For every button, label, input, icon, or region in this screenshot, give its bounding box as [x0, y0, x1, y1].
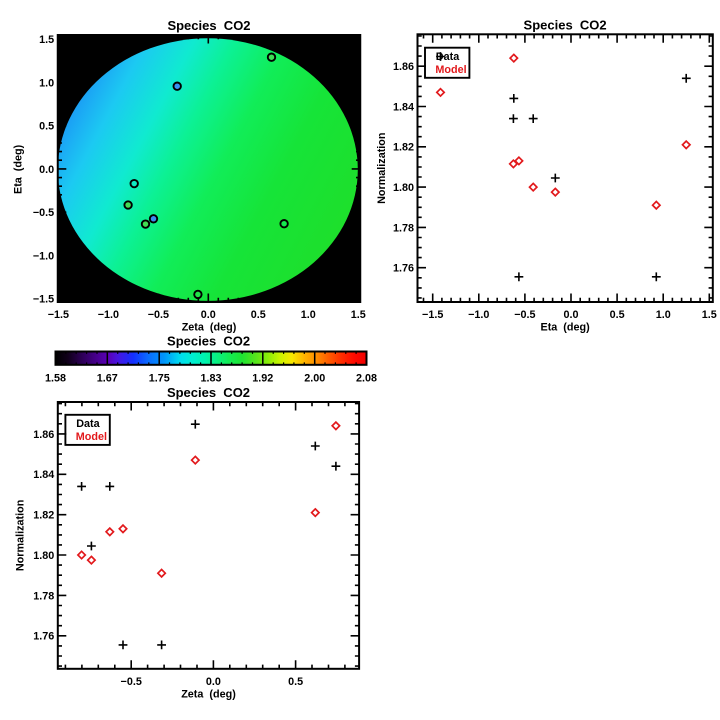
- svg-text:Normalization: Normalization: [15, 500, 27, 571]
- svg-text:0.5: 0.5: [610, 309, 625, 321]
- svg-text:0.0: 0.0: [206, 676, 221, 688]
- svg-text:1.0: 1.0: [301, 309, 316, 321]
- svg-text:0.5: 0.5: [39, 121, 54, 133]
- svg-text:Eta (deg): Eta (deg): [12, 144, 24, 194]
- svg-text:−0.5: −0.5: [514, 309, 535, 321]
- svg-text:1.82: 1.82: [33, 510, 54, 522]
- svg-text:1.83: 1.83: [200, 372, 221, 384]
- svg-text:−1.0: −1.0: [468, 309, 489, 321]
- svg-text:0.5: 0.5: [251, 309, 266, 321]
- svg-text:1.80: 1.80: [33, 550, 54, 562]
- svg-text:2.00: 2.00: [304, 372, 325, 384]
- svg-text:1.80: 1.80: [393, 182, 414, 194]
- svg-text:Species CO2: Species CO2: [167, 18, 250, 33]
- svg-text:1.76: 1.76: [33, 631, 54, 643]
- svg-text:1.0: 1.0: [39, 77, 54, 89]
- svg-text:Species CO2: Species CO2: [167, 333, 250, 348]
- svg-text:−1.0: −1.0: [98, 309, 119, 321]
- svg-text:1.78: 1.78: [33, 590, 54, 602]
- svg-text:2.08: 2.08: [356, 372, 377, 384]
- svg-text:Data: Data: [436, 51, 460, 63]
- svg-text:Species CO2: Species CO2: [524, 18, 607, 33]
- svg-text:−1.5: −1.5: [422, 309, 443, 321]
- svg-text:−0.5: −0.5: [148, 309, 169, 321]
- svg-text:Zeta (deg): Zeta (deg): [181, 688, 236, 700]
- svg-text:Data: Data: [76, 418, 100, 430]
- svg-text:0.0: 0.0: [563, 309, 578, 321]
- svg-text:0.0: 0.0: [201, 309, 216, 321]
- svg-text:1.75: 1.75: [149, 372, 170, 384]
- svg-text:1.82: 1.82: [393, 142, 414, 154]
- svg-text:1.58: 1.58: [45, 372, 66, 384]
- svg-text:−0.5: −0.5: [121, 676, 142, 688]
- svg-text:1.67: 1.67: [97, 372, 118, 384]
- svg-text:Model: Model: [76, 431, 107, 443]
- svg-text:1.86: 1.86: [33, 429, 54, 441]
- svg-text:1.76: 1.76: [393, 263, 414, 275]
- svg-text:1.5: 1.5: [702, 309, 717, 321]
- svg-text:1.92: 1.92: [252, 372, 273, 384]
- svg-text:0.5: 0.5: [288, 676, 303, 688]
- svg-text:Zeta (deg): Zeta (deg): [182, 322, 237, 334]
- svg-text:1.78: 1.78: [393, 222, 414, 234]
- svg-text:−0.5: −0.5: [33, 207, 54, 219]
- svg-text:1.84: 1.84: [33, 469, 54, 481]
- svg-text:−1.0: −1.0: [33, 250, 54, 262]
- svg-text:−1.5: −1.5: [33, 294, 54, 306]
- svg-text:1.86: 1.86: [393, 61, 414, 73]
- svg-text:1.84: 1.84: [393, 101, 414, 113]
- svg-text:Normalization: Normalization: [376, 133, 388, 204]
- svg-text:1.0: 1.0: [656, 309, 671, 321]
- svg-text:−1.5: −1.5: [48, 309, 69, 321]
- svg-text:Species CO2: Species CO2: [167, 385, 250, 400]
- svg-text:1.5: 1.5: [39, 34, 54, 46]
- svg-text:Eta (deg): Eta (deg): [541, 322, 591, 334]
- svg-text:1.5: 1.5: [351, 309, 366, 321]
- svg-text:0.0: 0.0: [39, 164, 54, 176]
- svg-text:Model: Model: [435, 64, 466, 76]
